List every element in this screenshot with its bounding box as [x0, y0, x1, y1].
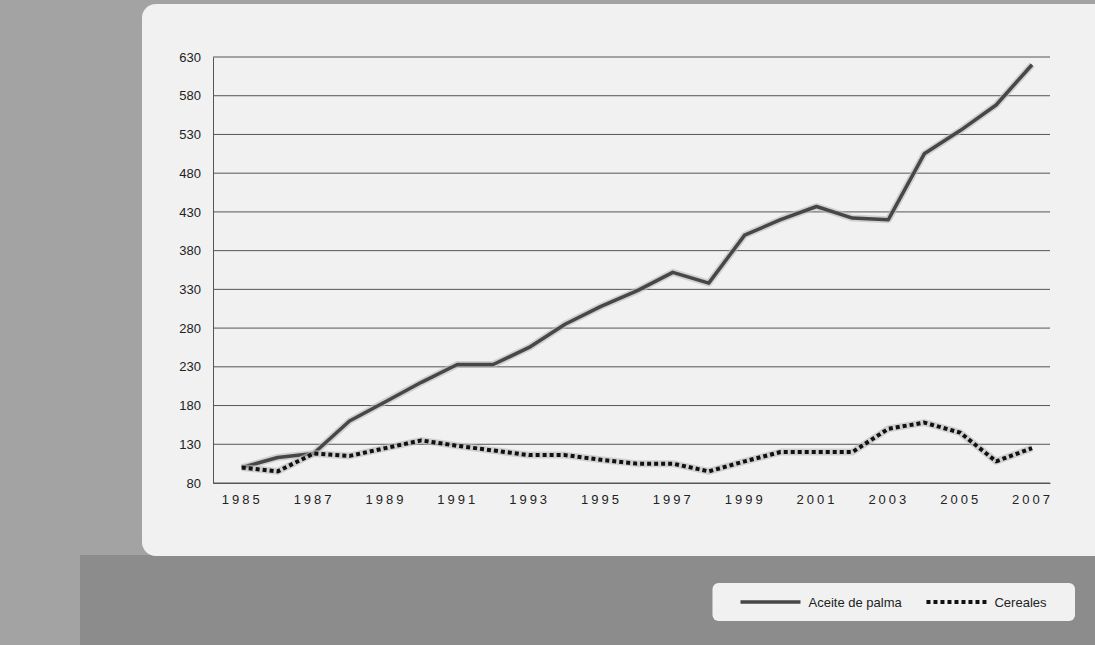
x-axis-line [214, 483, 1051, 484]
grid-line [213, 211, 1050, 212]
panel [142, 4, 1095, 556]
x-tick: 2001 [797, 483, 838, 507]
x-tick-label: 1987 [294, 492, 335, 507]
y-tick-label: 380 [179, 243, 201, 258]
y-tick-label: 280 [179, 321, 201, 336]
series-line [242, 423, 1032, 472]
y-tick-label: 330 [179, 282, 201, 297]
grid-line [213, 366, 1050, 367]
y-tick: 480 [179, 166, 213, 181]
series-line [242, 65, 1032, 468]
grid-line [213, 405, 1050, 406]
x-tick: 1999 [725, 483, 766, 507]
grid-line [213, 328, 1050, 329]
x-tick: 1991 [437, 483, 478, 507]
x-tick: 2003 [868, 483, 909, 507]
grid [213, 57, 1050, 483]
x-tick-label: 1989 [365, 492, 406, 507]
legend-label: Cereales [994, 595, 1047, 610]
y-tick: 580 [179, 88, 213, 103]
y-tick: 80 [187, 476, 213, 491]
x-tick-label: 2007 [1012, 492, 1053, 507]
chart: 8013018023028033038043048053058063019851… [0, 0, 1095, 645]
x-tick-label: 1999 [725, 492, 766, 507]
y-tick: 280 [179, 321, 213, 336]
x-tick: 1997 [653, 483, 694, 507]
legend-swatch [926, 600, 986, 604]
x-tick-label: 2005 [940, 492, 981, 507]
y-tick: 630 [179, 50, 213, 65]
grid-line [213, 444, 1050, 445]
y-tick: 330 [179, 282, 213, 297]
y-tick-label: 80 [187, 476, 201, 491]
x-axis: 1985 1987 1989 1991 1993 1995 1997 1999 2001 2003… [214, 483, 1053, 507]
y-tick-label: 630 [179, 50, 201, 65]
series-shadow [242, 423, 1032, 472]
y-axis: 80 130 180 230 280 330 380 430 480 530 580 630 [179, 50, 213, 491]
x-tick: 1985 [222, 483, 263, 507]
grid-line [213, 173, 1050, 174]
y-tick-label: 180 [179, 398, 201, 413]
legend: Aceite de palma Cereales [712, 583, 1075, 621]
y-tick-label: 430 [179, 205, 201, 220]
background-band [80, 555, 1095, 645]
x-tick: 1987 [294, 483, 335, 507]
y-tick: 430 [179, 205, 213, 220]
legend-box [712, 583, 1075, 621]
x-tick-label: 1997 [653, 492, 694, 507]
x-tick-label: 1985 [222, 492, 263, 507]
x-tick: 2007 [1012, 483, 1053, 507]
legend-label: Aceite de palma [808, 595, 902, 610]
y-tick: 180 [179, 398, 213, 413]
grid-line [213, 483, 1050, 484]
x-tick: 1989 [365, 483, 406, 507]
y-tick-label: 480 [179, 166, 201, 181]
legend-swatch [740, 600, 800, 604]
y-tick-label: 530 [179, 127, 201, 142]
legend-item: Cereales [926, 595, 1047, 610]
x-tick: 1993 [509, 483, 550, 507]
y-axis-line [213, 58, 214, 484]
series-shadow [242, 65, 1032, 468]
y-tick: 130 [179, 437, 213, 452]
y-tick: 380 [179, 243, 213, 258]
x-tick-label: 1991 [437, 492, 478, 507]
y-tick-label: 130 [179, 437, 201, 452]
plot-area [242, 65, 1032, 472]
grid-line [213, 95, 1050, 96]
x-tick: 1995 [581, 483, 622, 507]
x-tick-label: 2003 [868, 492, 909, 507]
y-tick-label: 230 [179, 359, 201, 374]
grid-line [213, 250, 1050, 251]
grid-line [213, 57, 1050, 58]
y-tick: 230 [179, 359, 213, 374]
legend-item: Aceite de palma [740, 595, 902, 610]
y-tick-label: 580 [179, 88, 201, 103]
grid-line [213, 134, 1050, 135]
x-tick-label: 1995 [581, 492, 622, 507]
x-tick-label: 1993 [509, 492, 550, 507]
y-tick: 530 [179, 127, 213, 142]
x-tick-label: 2001 [797, 492, 838, 507]
x-tick: 2005 [940, 483, 981, 507]
